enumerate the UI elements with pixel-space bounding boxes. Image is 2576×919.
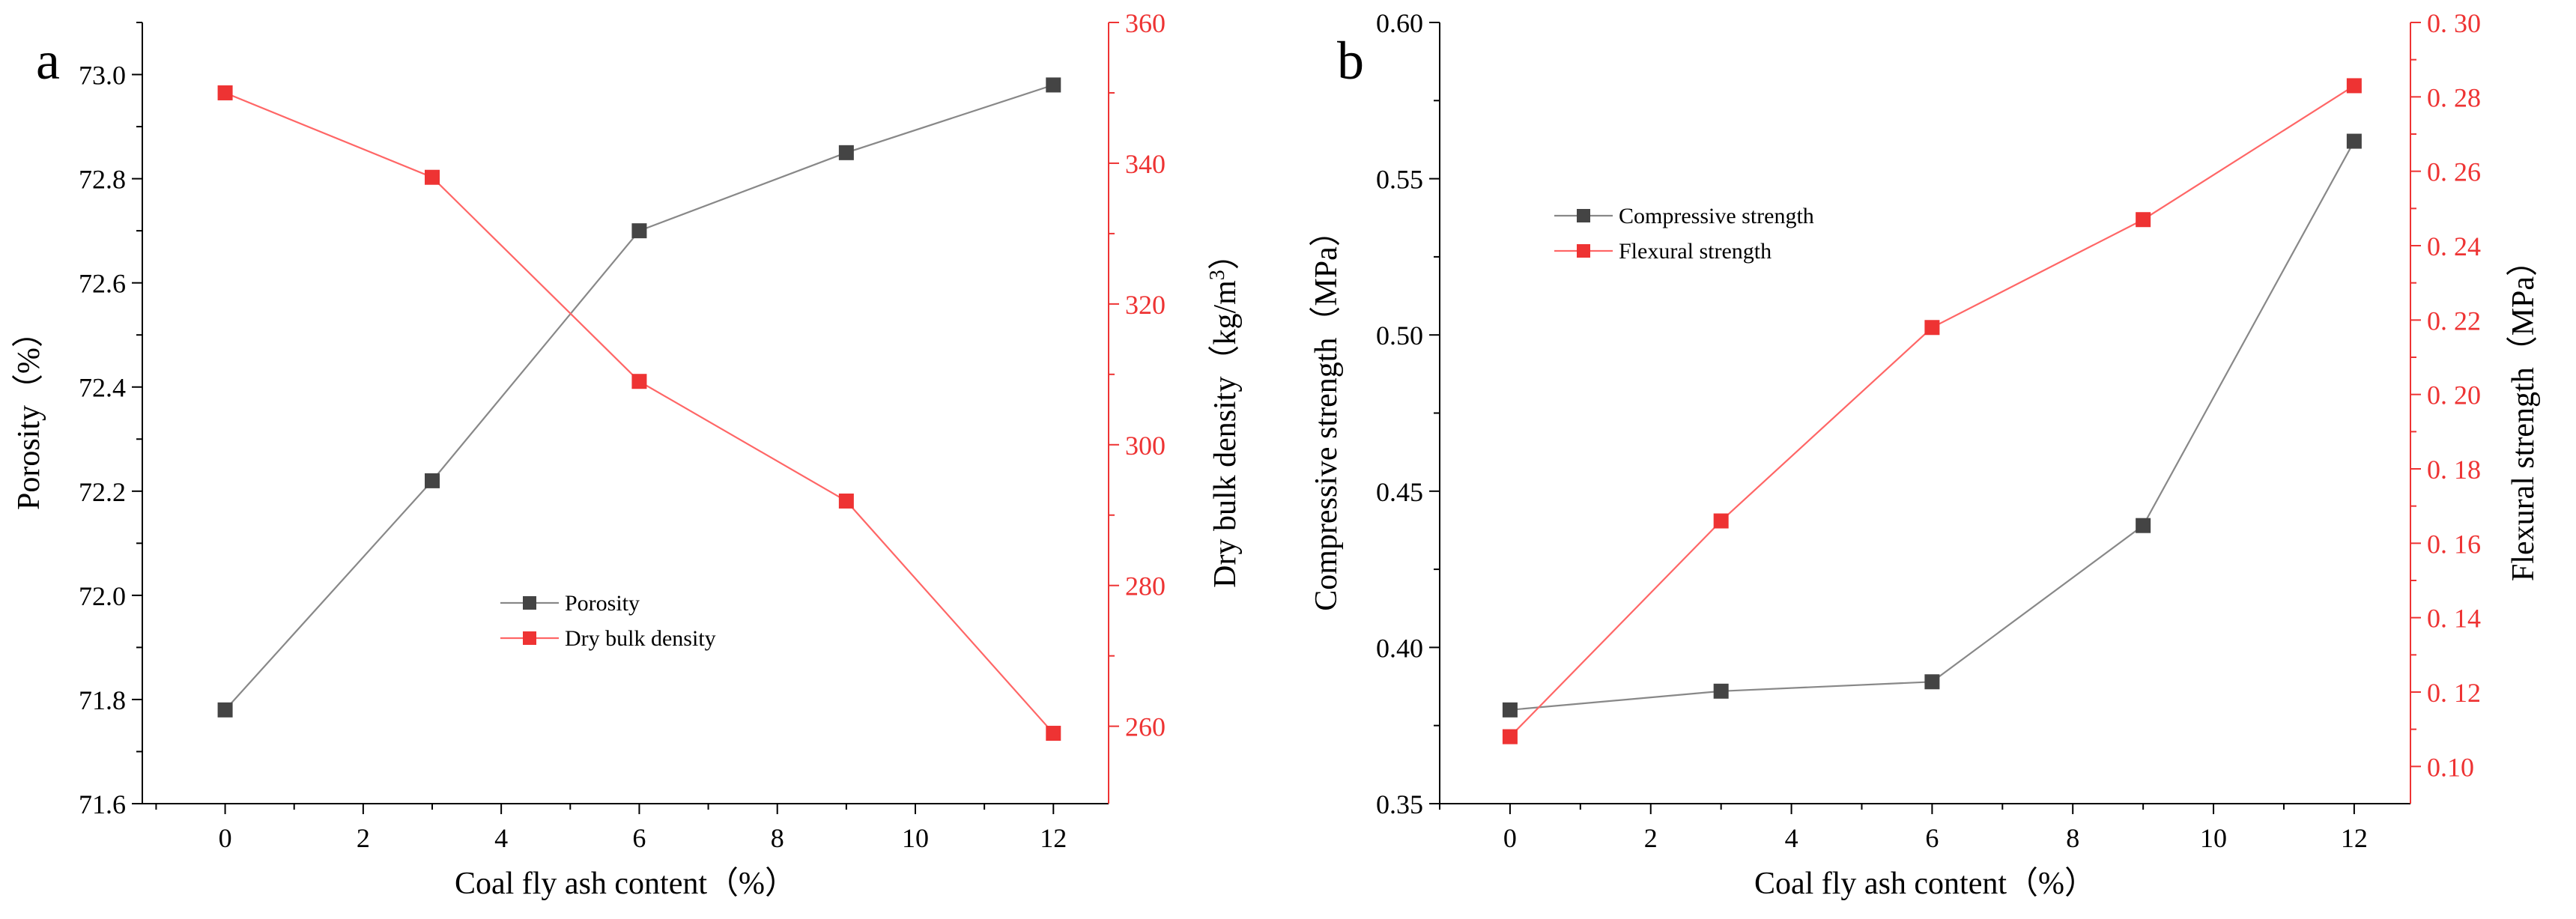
left-y-tick-label: 0.45 [1376,477,1423,507]
right-y-tick-label: 0. 12 [2427,678,2481,708]
left-y-tick-label: 0.55 [1376,165,1423,195]
right-y-tick-label: 0. 28 [2427,82,2481,112]
data-point-1 [2346,78,2362,94]
data-point-1 [1713,513,1729,529]
left-y-tick-label: 73.0 [79,61,126,91]
right-y-tick-label: 0. 24 [2427,231,2481,261]
right-y-axis-title-superscript: 3 [1206,270,1229,280]
right-y-axis-title: Flexural strength（MPa） [2506,245,2541,581]
data-point-0 [631,223,647,239]
data-point-1 [2136,212,2151,228]
left-y-tick-label: 72.0 [79,581,126,611]
left-y-tick-label: 71.8 [79,685,126,715]
legend-label-1: Flexural strength [1619,239,1772,264]
legend-label-0: Porosity [565,591,640,616]
left-y-tick-label: 71.6 [79,789,126,819]
data-point-0 [838,145,854,160]
data-point-1 [1046,726,1061,741]
right-y-tick-label: 0. 22 [2427,306,2481,336]
panel-b: b 0 2 4 6 8 10 12 0.35 0.40 0.45 0.50 0.55 0.60 0.10 0.… [1309,8,2541,901]
left-y-tick-label: 72.4 [79,373,126,403]
right-y-tick-label: 320 [1125,290,1166,320]
series-line-0 [224,84,1054,711]
right-y-tick-label: 0. 14 [2427,604,2481,634]
right-y-tick-label: 340 [1125,149,1166,179]
left-y-tick-label: 0.35 [1376,789,1423,819]
x-tick-label: 8 [2066,823,2079,853]
panel-a: a 0 2 4 6 8 10 12 71.6 71.8 72.0 72.2 72.4 72.6 72.8 73… [12,8,1243,901]
left-y-tick-label: 0.60 [1376,8,1423,38]
x-tick-label: 12 [2341,823,2368,853]
right-y-axis-title-main: Dry bulk density（kg/m [1208,280,1243,588]
data-point-1 [425,169,440,185]
x-tick-label: 0 [1503,823,1517,853]
x-tick-label: 6 [632,823,646,853]
right-y-tick-label: 0.10 [2427,752,2474,782]
data-point-0 [1046,77,1061,93]
panel-label: b [1337,31,1364,91]
x-axis-title: Coal fly ash content（%） [455,867,796,901]
right-y-tick-label: 0. 20 [2427,380,2481,410]
left-y-tick-label: 72.8 [79,165,126,195]
right-y-tick-label: 360 [1125,8,1166,38]
legend-label-0: Compressive strength [1619,204,1814,228]
left-y-axis-title: Porosity（%） [12,316,46,510]
x-tick-label: 2 [1644,823,1658,853]
data-point-0 [1502,702,1518,718]
legend-marker-0 [1577,209,1590,222]
legend-label-1: Dry bulk density [565,626,716,651]
x-tick-label: 4 [1785,823,1798,853]
legend-marker-0 [523,596,536,610]
panel-label: a [36,31,60,91]
x-tick-label: 4 [494,823,508,853]
right-y-tick-label: 300 [1125,431,1166,461]
left-y-tick-label: 0.50 [1376,321,1423,351]
left-y-axis-title: Compressive strength（MPa） [1309,215,1344,610]
data-point-1 [631,374,647,389]
right-y-tick-label: 280 [1125,571,1166,601]
data-point-0 [2346,133,2362,149]
data-point-1 [838,493,854,509]
x-axis-title: Coal fly ash content（%） [1754,867,2096,901]
data-point-0 [425,473,440,488]
data-point-1 [217,85,233,100]
left-y-tick-label: 72.2 [79,477,126,507]
data-point-0 [2136,518,2151,533]
x-tick-label: 0 [219,823,232,853]
right-y-tick-label: 260 [1125,712,1166,742]
right-y-tick-label: 0. 26 [2427,157,2481,187]
data-point-0 [1713,683,1729,699]
right-y-tick-label: 0. 16 [2427,529,2481,559]
data-point-1 [1924,320,1940,336]
data-point-0 [1924,674,1940,690]
x-tick-label: 10 [902,823,929,853]
right-y-axis-title-end: ） [1208,238,1243,270]
x-tick-label: 2 [357,823,370,853]
right-y-tick-label: 0. 30 [2427,8,2481,38]
x-tick-label: 12 [1040,823,1067,853]
x-tick-label: 8 [771,823,784,853]
x-tick-label: 6 [1925,823,1939,853]
x-tick-label: 10 [2200,823,2227,853]
legend-marker-1 [523,631,536,645]
left-y-tick-label: 0.40 [1376,633,1423,663]
data-point-1 [1502,729,1518,744]
data-point-0 [217,702,233,718]
right-y-axis-title-main: Flexural strength（MPa） [2506,245,2541,581]
right-y-axis-title: Dry bulk density（kg/m3） [1206,238,1243,588]
left-y-tick-label: 72.6 [79,269,126,299]
series-line-1 [1509,85,2355,738]
legend-marker-1 [1577,244,1590,258]
right-y-tick-label: 0. 18 [2427,455,2481,485]
